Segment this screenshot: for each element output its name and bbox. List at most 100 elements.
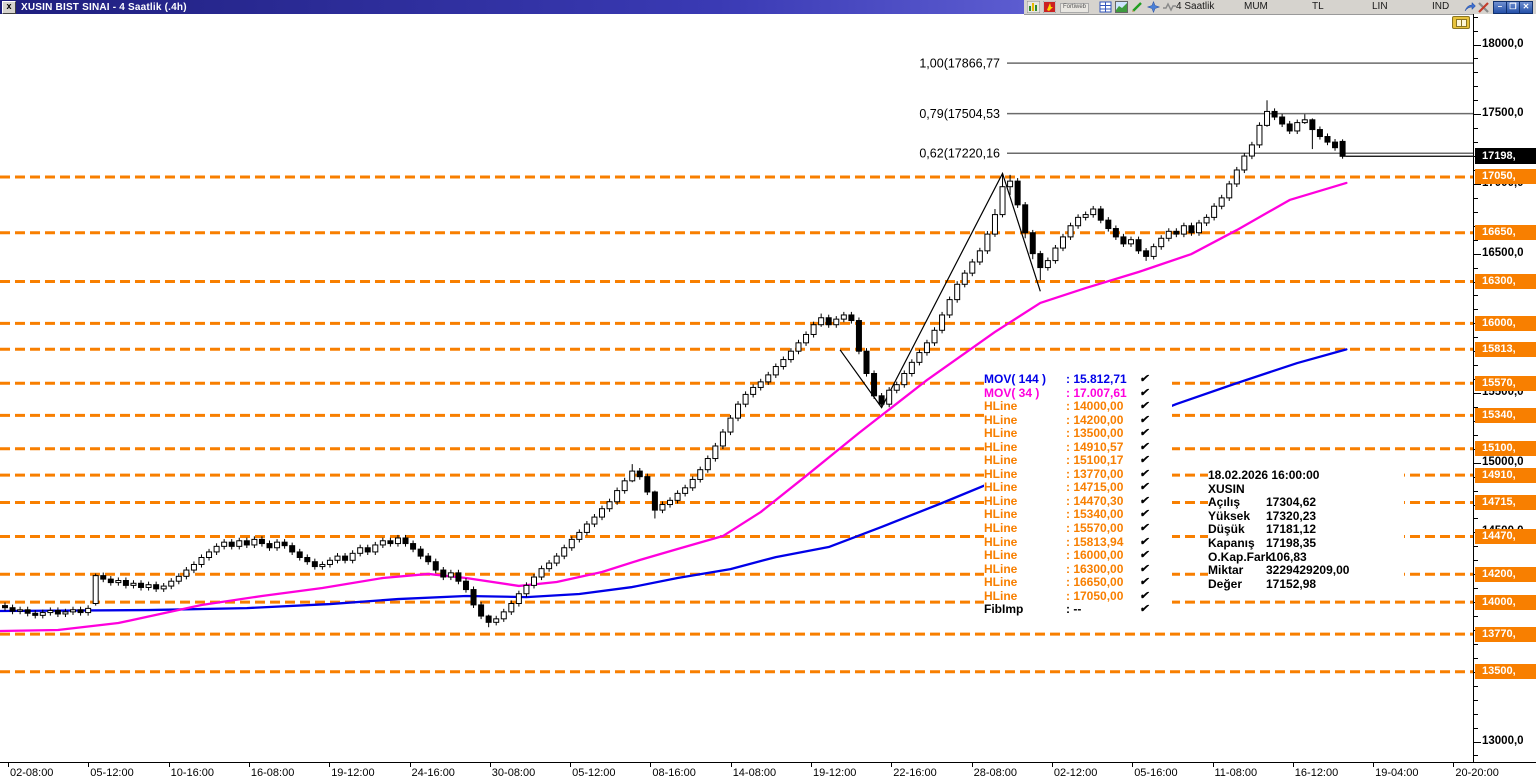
- legend-check-icon[interactable]: ✔: [1138, 481, 1151, 494]
- time-tick: [650, 763, 652, 767]
- candle-body: [636, 470, 643, 478]
- candle-body: [606, 501, 613, 510]
- legend-check-icon[interactable]: ✔: [1138, 494, 1151, 507]
- close-button[interactable]: ✕: [1519, 1, 1533, 14]
- candle-body: [923, 342, 930, 354]
- time-tick: [168, 763, 170, 767]
- legend-item-value: : 13770,00: [1066, 466, 1124, 481]
- candle-body: [425, 555, 432, 563]
- link-arrow-icon[interactable]: [1463, 1, 1476, 13]
- legend-item-value: : 15340,00: [1066, 507, 1124, 522]
- candle-body: [1173, 230, 1180, 235]
- price-label: 17500,0: [1482, 107, 1524, 120]
- legend-item-value: : 16300,00: [1066, 561, 1124, 576]
- price-tick: [1474, 616, 1478, 618]
- candle-body: [954, 283, 961, 301]
- candle-body: [379, 540, 386, 546]
- legend-check-icon[interactable]: ✔: [1138, 549, 1151, 562]
- mode-tl-button[interactable]: TL: [1312, 1, 1324, 12]
- legend-check-icon[interactable]: ✔: [1138, 522, 1151, 535]
- grid-icon[interactable]: [1099, 1, 1112, 13]
- legend-item-name: HLine: [984, 588, 1018, 603]
- candle-body: [901, 373, 908, 386]
- price-tick: [1474, 643, 1478, 645]
- legend-check-icon[interactable]: ✔: [1138, 562, 1151, 575]
- candle-body: [1022, 204, 1029, 234]
- legend-check-icon[interactable]: ✔: [1138, 603, 1151, 616]
- time-label: 14-08:00: [732, 767, 777, 779]
- price-tick: [1474, 755, 1478, 757]
- candle-body: [772, 366, 779, 376]
- legend-item-name: HLine: [984, 480, 1018, 495]
- candle-body: [39, 612, 46, 616]
- chart-settings-icon[interactable]: [1027, 1, 1040, 13]
- chart-plot-area[interactable]: 1,00(17866,77 0,79(17504,53 0,62(17220,16: [0, 0, 1473, 762]
- price-tick: [1474, 211, 1478, 213]
- legend-check-icon[interactable]: ✔: [1138, 386, 1151, 399]
- book-icon[interactable]: [1452, 16, 1470, 29]
- restore-button[interactable]: ❐: [1506, 1, 1520, 14]
- legend-check-icon[interactable]: ✔: [1138, 373, 1151, 385]
- legend-item-value: : 17050,00: [1066, 588, 1124, 603]
- candle-body: [17, 609, 24, 612]
- price-tick: [1474, 100, 1478, 102]
- alert-icon[interactable]: [1043, 1, 1056, 13]
- time-tick: [1453, 763, 1455, 767]
- legend-check-icon[interactable]: ✔: [1138, 427, 1151, 440]
- price-tick: [1474, 16, 1478, 18]
- interval-button[interactable]: 4 Saatlik: [1176, 1, 1215, 12]
- info-row-label: Açılış: [1208, 495, 1241, 510]
- legend-check-icon[interactable]: ✔: [1138, 440, 1151, 453]
- legend-check-icon[interactable]: ✔: [1138, 576, 1151, 589]
- candle-body: [198, 557, 205, 565]
- compass-icon[interactable]: [1147, 1, 1160, 13]
- time-axis[interactable]: 02-08:00 05-12:00 10-16:00 16-08:00 19-12:00…: [0, 762, 1536, 781]
- candle-body: [984, 233, 991, 252]
- candle-body: [485, 615, 492, 623]
- price-axis[interactable]: 18000,017500,017000,016500,016000,015500…: [1473, 14, 1536, 762]
- candle-body: [1105, 219, 1112, 230]
- toolbar: Fortiweb 4 Saatlik MUM TL LIN IND – ❐ ✕: [1024, 0, 1536, 15]
- candle-body: [410, 543, 417, 550]
- candle-body: [47, 609, 54, 614]
- candle-body: [462, 580, 469, 591]
- legend-check-icon[interactable]: ✔: [1138, 413, 1151, 426]
- mode-mum-button[interactable]: MUM: [1244, 1, 1268, 12]
- legend-check-icon[interactable]: ✔: [1138, 535, 1151, 548]
- minimize-button[interactable]: –: [1493, 1, 1507, 14]
- candle-body: [349, 552, 356, 561]
- legend-check-icon[interactable]: ✔: [1138, 508, 1151, 521]
- candle-body: [24, 609, 31, 614]
- info-row: Değer 17152,98: [1208, 577, 1404, 592]
- legend-check-icon[interactable]: ✔: [1138, 589, 1151, 602]
- mode-lin-button[interactable]: LIN: [1372, 1, 1388, 12]
- legend-check-icon[interactable]: ✔: [1138, 454, 1151, 467]
- legend-check-icon[interactable]: ✔: [1138, 467, 1151, 480]
- zigzag-icon[interactable]: [1163, 1, 1176, 13]
- pencil-icon[interactable]: [1131, 1, 1144, 13]
- candle-body: [568, 538, 575, 549]
- price-tick: [1474, 434, 1478, 436]
- info-row: Yüksek 17320,23: [1208, 508, 1404, 524]
- candle-body: [228, 541, 235, 547]
- candle-body: [780, 359, 787, 368]
- chart-image-icon[interactable]: [1115, 1, 1128, 13]
- price-tick: [1474, 128, 1478, 130]
- legend-row: HLine: 14000,00 ✔: [984, 400, 1172, 414]
- hline-price-badge: 14200,: [1475, 566, 1536, 582]
- legend-item-name: HLine: [984, 466, 1018, 481]
- fortiweb-button[interactable]: Fortiweb: [1060, 3, 1090, 13]
- tools-icon[interactable]: [1477, 1, 1490, 13]
- legend-item-name: HLine: [984, 561, 1018, 576]
- mode-ind-button[interactable]: IND: [1432, 1, 1450, 12]
- time-label: 22-16:00: [893, 767, 937, 779]
- legend-check-icon[interactable]: ✔: [1138, 400, 1151, 413]
- candle-body: [810, 324, 817, 335]
- time-label: 10-16:00: [170, 767, 215, 779]
- info-row: Kapanış 17198,35: [1208, 536, 1404, 551]
- title-bar[interactable]: x XUSIN BIST SINAI - 4 Saatlik (.4h): [0, 0, 1024, 14]
- info-row-value: 17320,23: [1266, 508, 1317, 523]
- candle-body: [991, 214, 998, 235]
- close-window-icon[interactable]: x: [2, 0, 16, 14]
